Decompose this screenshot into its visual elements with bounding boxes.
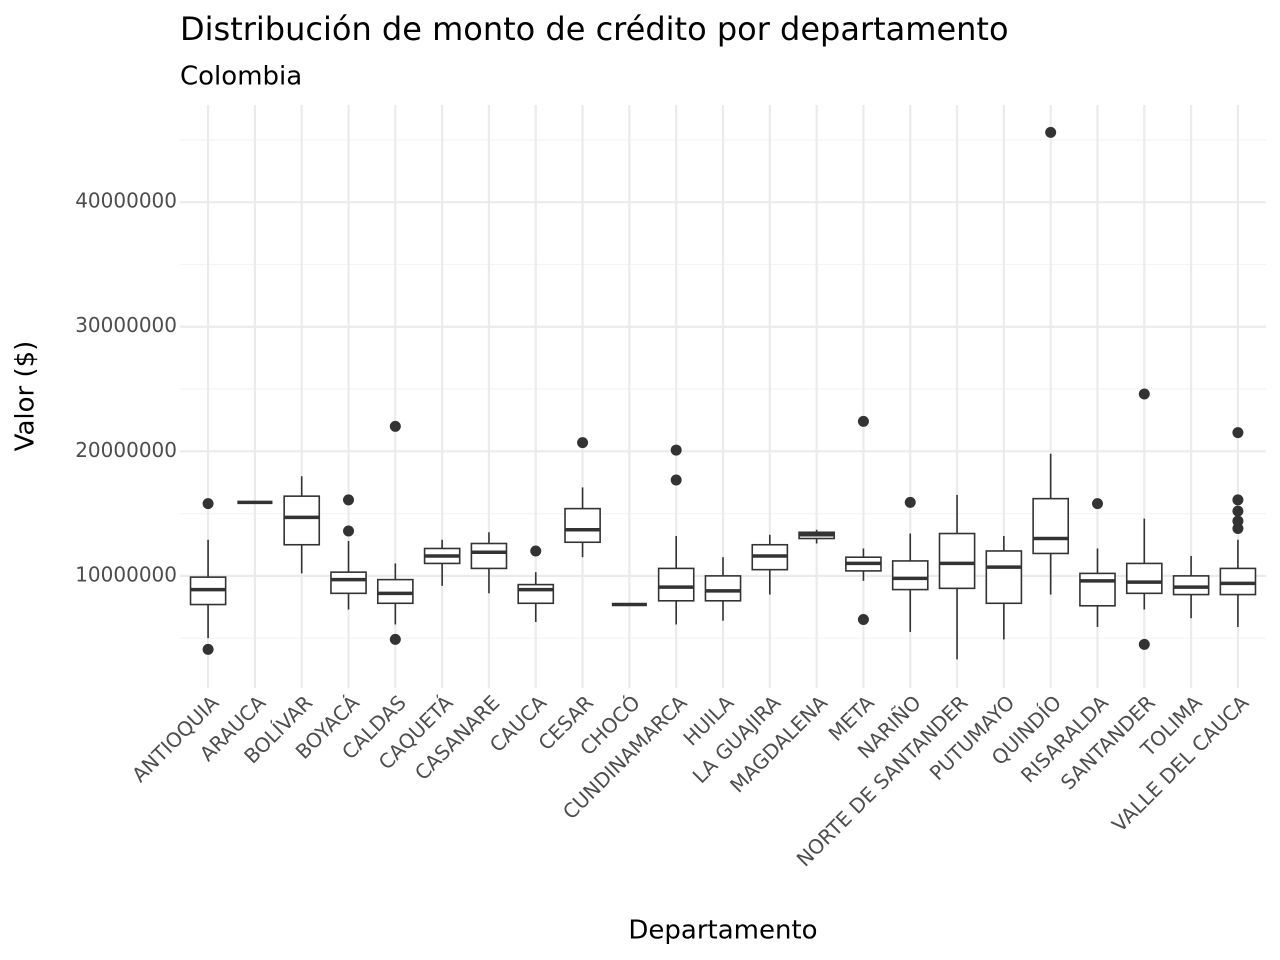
outlier: [670, 474, 682, 486]
outlier: [904, 496, 916, 508]
box: [657, 567, 695, 602]
box: [376, 578, 414, 605]
outlier: [1045, 126, 1057, 138]
box: [1079, 572, 1116, 607]
box: [1219, 567, 1257, 596]
box: [1032, 497, 1070, 555]
chart-title: Distribución de monto de crédito por dep…: [180, 10, 1009, 48]
outlier: [1091, 498, 1103, 510]
x-axis-title: Departamento: [628, 916, 817, 946]
box: [470, 542, 508, 570]
box: [517, 583, 555, 605]
plot: [189, 126, 1257, 660]
box: [1125, 562, 1163, 595]
box: [891, 560, 929, 591]
outlier: [343, 525, 355, 537]
y-tick-label: 40000000: [75, 189, 177, 213]
outlier: [1232, 515, 1244, 527]
y-axis-title: Valor ($): [11, 341, 41, 452]
outlier: [1138, 388, 1150, 400]
outlier: [1138, 638, 1150, 650]
box: [985, 550, 1023, 605]
y-tick-label: 10000000: [75, 562, 177, 586]
y-tick-label: 30000000: [75, 313, 177, 337]
outlier: [857, 613, 869, 625]
box: [564, 507, 601, 544]
outlier: [670, 444, 682, 456]
outlier: [202, 643, 214, 655]
outlier: [577, 437, 589, 449]
outlier: [389, 633, 401, 645]
outlier: [857, 415, 869, 427]
outlier: [1232, 494, 1244, 506]
outlier: [530, 545, 542, 557]
outlier: [1232, 427, 1244, 439]
box: [330, 571, 367, 595]
y-tick-label: 20000000: [75, 438, 177, 462]
outlier: [202, 498, 214, 510]
box: [938, 532, 976, 590]
box: [704, 575, 742, 602]
outlier: [389, 420, 401, 432]
outlier: [1232, 505, 1244, 517]
outlier: [343, 494, 355, 506]
chart-subtitle: Colombia: [180, 62, 302, 92]
box: [1172, 575, 1210, 596]
box: [283, 495, 321, 546]
